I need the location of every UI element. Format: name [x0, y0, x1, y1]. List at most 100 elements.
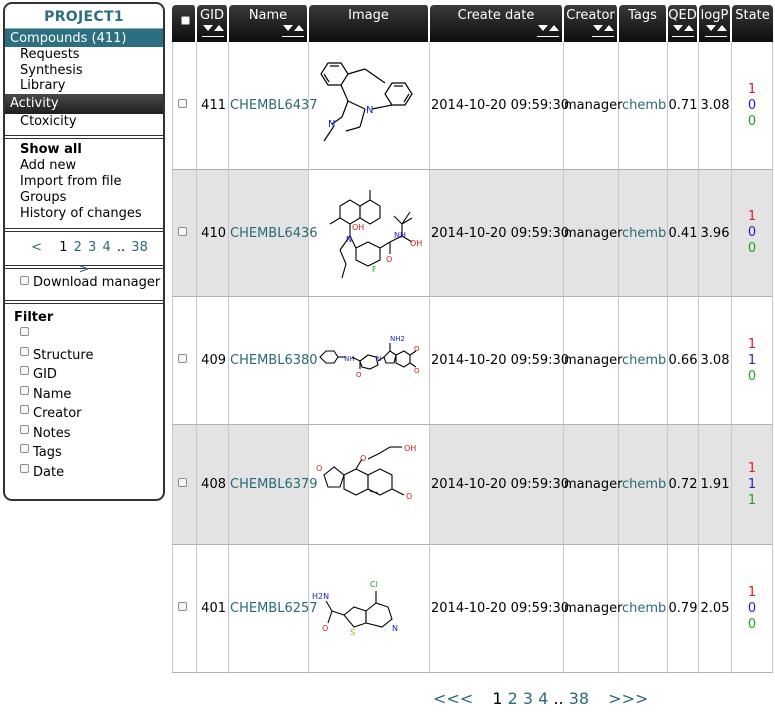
row-checkbox[interactable]	[178, 602, 187, 611]
row-checkbox[interactable]	[178, 478, 187, 487]
tags-cell: chembl	[619, 297, 668, 425]
sidebar-item-library[interactable]: Library	[20, 78, 66, 93]
row-select-cell	[172, 170, 197, 297]
creator-header[interactable]: Creator	[564, 5, 619, 42]
tags-header-label: Tags	[628, 8, 657, 23]
row-select-cell	[172, 425, 197, 545]
filter-structure-checkbox[interactable]	[20, 346, 29, 356]
sidebar-item-activity[interactable]: Activity	[5, 93, 163, 114]
add-new-link[interactable]: Add new	[20, 158, 77, 173]
filter-gid-checkbox[interactable]	[20, 366, 29, 375]
molecule-structure-icon[interactable]: O O OH O	[310, 429, 428, 541]
pager-page-link[interactable]: 3	[522, 689, 534, 708]
pager-page-link[interactable]: 4	[538, 689, 549, 708]
tag-link[interactable]: chembl	[622, 477, 668, 492]
atom-label: OH	[404, 444, 416, 453]
pager-last-link[interactable]: 38	[568, 689, 590, 708]
compound-link[interactable]: CHEMBL6379	[230, 477, 318, 492]
pager-first-link[interactable]: <<<	[433, 689, 474, 708]
create-date-header[interactable]: Create date	[430, 5, 564, 42]
row-checkbox[interactable]	[178, 99, 187, 108]
name-header[interactable]: Name	[229, 5, 309, 42]
pager-page-link[interactable]: 2	[73, 240, 82, 255]
sort-desc-icon[interactable]	[592, 23, 603, 37]
sort-asc-icon[interactable]	[716, 23, 727, 37]
filter-date-checkbox[interactable]	[20, 463, 29, 473]
filter-tags-checkbox[interactable]	[20, 444, 29, 453]
compound-link[interactable]: CHEMBL6380	[230, 353, 318, 368]
logp-cell: 1.91	[699, 425, 732, 545]
filter-notes-checkbox[interactable]	[20, 424, 29, 434]
tag-link[interactable]: chembl	[622, 98, 668, 113]
atom-label: Cl	[370, 580, 378, 589]
create-date-cell: 2014-10-20 09:59:30	[430, 425, 569, 545]
sidebar-item-compounds[interactable]: Compounds (411)	[5, 28, 163, 47]
atom-label: O	[316, 464, 322, 473]
state-value: 1	[747, 336, 757, 352]
compound-link[interactable]: CHEMBL6437	[230, 98, 318, 113]
molecule-structure-icon[interactable]: NH O N NH2 O O	[310, 321, 428, 401]
sort-desc-icon[interactable]	[672, 23, 683, 37]
filter-label: GID	[33, 367, 57, 382]
tag-link[interactable]: chembl	[622, 353, 668, 368]
atom-label: OH	[352, 223, 364, 232]
compound-link[interactable]: CHEMBL6436	[230, 225, 318, 241]
filter-name-checkbox[interactable]	[20, 385, 29, 395]
atom-label: H2N	[312, 592, 329, 601]
logp-cell: 3.08	[699, 42, 732, 170]
atom-label: O	[360, 454, 366, 463]
state-value: 1	[747, 209, 757, 224]
atom-label: F	[372, 265, 377, 274]
state-value: 1	[747, 492, 757, 508]
pager-next-link[interactable]: >>>	[608, 689, 649, 708]
sidebar-item-requests[interactable]: Requests	[20, 47, 80, 62]
filter-checkbox[interactable]	[20, 327, 29, 336]
pager-ellipsis: ..	[553, 689, 564, 708]
sort-asc-icon[interactable]	[548, 23, 559, 37]
gid-header-label: GID	[200, 8, 224, 23]
logp-cell: 3.08	[699, 297, 732, 425]
tags-cell: chembl	[619, 425, 668, 545]
sort-desc-icon[interactable]	[202, 23, 213, 37]
filter-title: Filter	[14, 310, 54, 325]
history-of-changes-link[interactable]: History of changes	[20, 206, 142, 221]
gid-header[interactable]: GID	[197, 5, 229, 42]
sort-desc-icon[interactable]	[537, 23, 548, 37]
sort-asc-icon[interactable]	[603, 23, 614, 37]
sort-desc-icon[interactable]	[282, 23, 293, 37]
logp-header-label: logP	[700, 8, 729, 23]
pager-prev-link[interactable]: <	[31, 240, 43, 255]
sidebar-item-ctoxicity[interactable]: Ctoxicity	[20, 113, 77, 129]
filter-item-notes: Notes	[5, 424, 163, 444]
logp-sort-controls	[699, 23, 730, 37]
sort-asc-icon[interactable]	[293, 23, 304, 37]
download-manager-checkbox[interactable]	[20, 276, 29, 285]
molecule-structure-icon[interactable]: Cl H2N O S N	[310, 569, 428, 649]
row-checkbox[interactable]	[178, 354, 187, 363]
qed-header[interactable]: QED	[668, 5, 699, 42]
pager-page-link[interactable]: 3	[88, 240, 97, 255]
tags-header: Tags	[619, 5, 668, 42]
pager-page-link[interactable]: 4	[102, 240, 111, 255]
molecule-structure-icon[interactable]: OH NH OH O F N	[310, 174, 428, 292]
sort-asc-icon[interactable]	[213, 23, 224, 37]
show-all-link[interactable]: Show all	[20, 142, 82, 157]
pager-next-link[interactable]: >	[78, 262, 90, 277]
row-checkbox[interactable]	[178, 226, 187, 236]
groups-link[interactable]: Groups	[20, 190, 67, 205]
filter-creator-checkbox[interactable]	[20, 405, 29, 414]
pager-page-link[interactable]: 2	[507, 689, 518, 708]
sort-desc-icon[interactable]	[705, 23, 716, 37]
select-all-checkbox[interactable]	[181, 16, 190, 25]
sort-asc-icon[interactable]	[683, 23, 694, 37]
atom-label: O	[322, 624, 328, 633]
sidebar-item-synthesis[interactable]: Synthesis	[20, 62, 83, 78]
logp-header[interactable]: logP	[699, 5, 732, 42]
tag-link[interactable]: chembl	[622, 601, 668, 616]
pager-last-link[interactable]: 38	[131, 240, 148, 255]
molecule-structure-icon[interactable]: N N	[310, 51, 428, 161]
import-from-file-link[interactable]: Import from file	[20, 174, 122, 189]
filter-item-tags: Tags	[5, 443, 163, 463]
tag-link[interactable]: chembl	[622, 225, 668, 241]
compound-link[interactable]: CHEMBL6257	[230, 601, 318, 616]
